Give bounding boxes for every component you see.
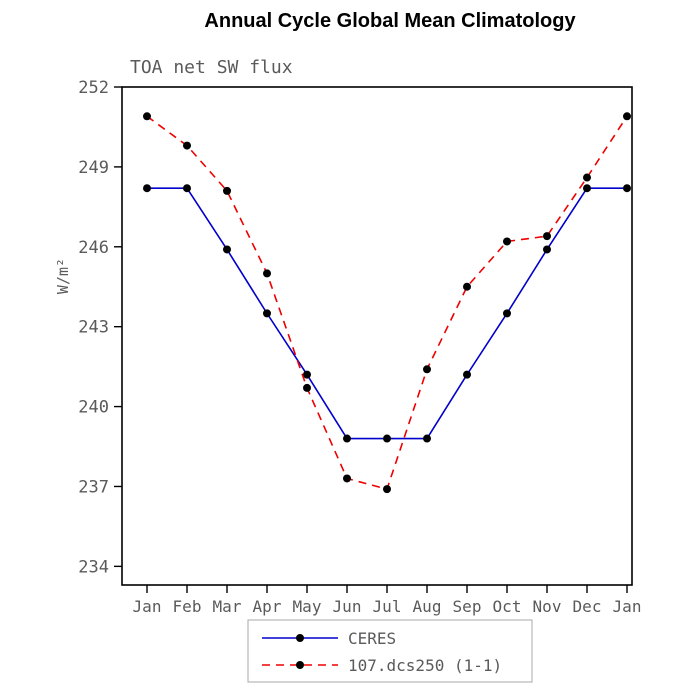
y-axis-label: W/m²: [54, 258, 72, 294]
x-tick-label: Jan: [133, 597, 162, 616]
y-tick-label: 234: [78, 557, 109, 577]
series-line-107-dcs250-1-1-: [146, 115, 628, 491]
x-tick-label: Nov: [533, 597, 562, 616]
data-point: [583, 184, 591, 193]
y-tick-label: 246: [78, 238, 109, 258]
data-point: [143, 184, 151, 193]
data-point: [183, 184, 191, 193]
legend-marker: [296, 634, 304, 642]
x-tick-label: Jul: [373, 597, 402, 616]
legend-marker: [296, 661, 304, 669]
data-point: [303, 370, 311, 379]
data-point: [503, 309, 511, 318]
data-point: [183, 141, 191, 150]
x-tick-label: Jun: [333, 597, 362, 616]
data-point: [343, 434, 351, 443]
x-tick-label: Sep: [453, 597, 482, 616]
data-point: [623, 184, 631, 193]
chart-title: Annual Cycle Global Mean Climatology: [204, 10, 576, 32]
data-point: [263, 309, 271, 318]
data-point: [223, 245, 231, 254]
y-tick-label: 252: [78, 78, 109, 98]
data-point: [263, 269, 271, 278]
data-point: [383, 485, 391, 494]
data-point: [463, 282, 471, 291]
x-tick-label: Mar: [213, 597, 242, 616]
legend-label: 107.dcs250 (1-1): [348, 656, 502, 675]
data-point: [583, 173, 591, 182]
data-point: [543, 245, 551, 254]
y-tick-label: 240: [78, 398, 109, 418]
data-point: [383, 434, 391, 443]
y-tick-label: 249: [78, 158, 109, 178]
x-tick-label: May: [293, 597, 322, 616]
data-point: [343, 474, 351, 483]
data-point: [543, 232, 551, 241]
chart-subtitle: TOA net SW flux: [130, 57, 293, 78]
plot-frame: [121, 86, 633, 586]
y-tick-label: 243: [78, 318, 109, 338]
legend-box: [247, 619, 533, 683]
x-tick-label: Oct: [493, 597, 522, 616]
x-tick-label: Feb: [173, 597, 202, 616]
legend-label: CERES: [348, 629, 396, 648]
x-tick-label: Jan: [613, 597, 642, 616]
y-tick-label: 237: [78, 477, 109, 497]
data-point: [423, 434, 431, 443]
data-point: [303, 383, 311, 392]
x-tick-label: Apr: [253, 597, 282, 616]
data-point: [223, 186, 231, 195]
x-tick-label: Aug: [413, 597, 442, 616]
data-point: [143, 112, 151, 121]
series-line-CERES: [147, 187, 627, 440]
x-tick-label: Dec: [573, 597, 602, 616]
data-point: [463, 370, 471, 379]
data-point: [623, 112, 631, 121]
data-point: [423, 365, 431, 374]
data-point: [503, 237, 511, 246]
